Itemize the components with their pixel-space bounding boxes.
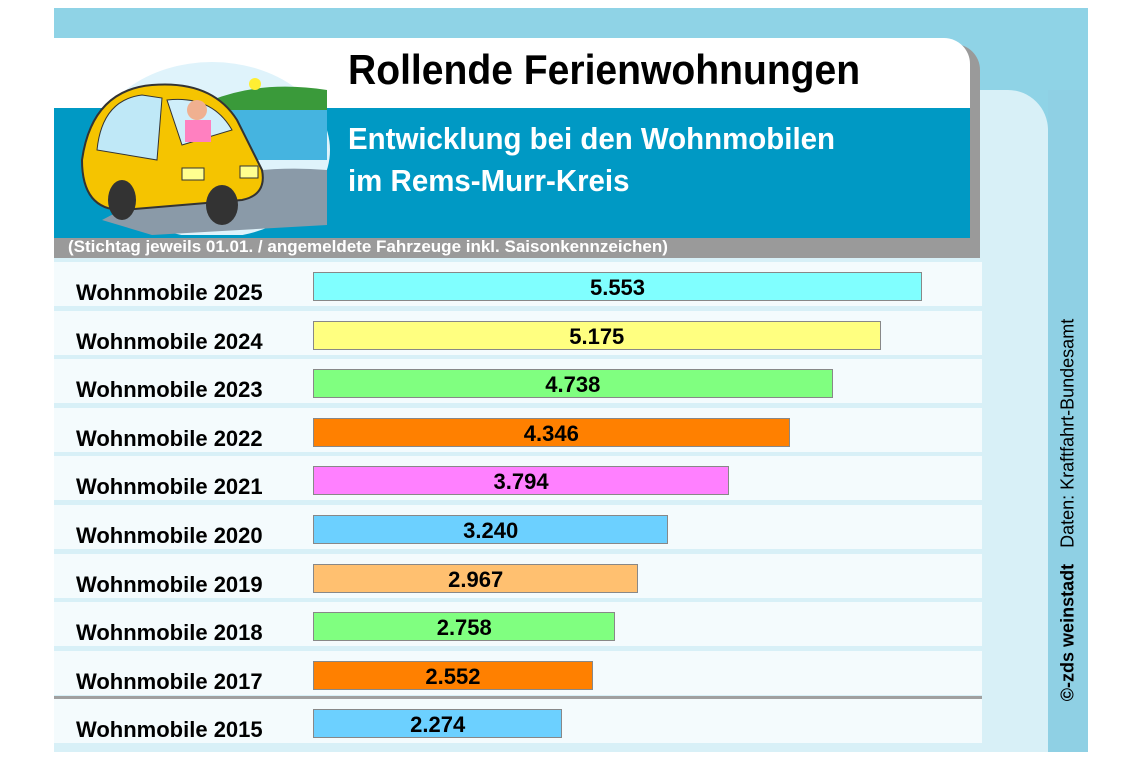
- bar: 5.553: [313, 272, 922, 301]
- subtitle-line-2: im Rems-Murr-Kreis: [348, 163, 630, 198]
- subtitle-line-1: Entwicklung bei den Wohnmobilen: [348, 121, 836, 156]
- bar-row: Wohnmobile 2020 3.240: [54, 505, 982, 549]
- category-label: Wohnmobile 2025: [76, 280, 263, 305]
- copyright: ©-zds weinstadt: [1057, 563, 1078, 702]
- bar: 5.175: [313, 320, 881, 350]
- value-label: 2.274: [410, 712, 466, 738]
- camper-van-illustration: [80, 62, 330, 235]
- value-label: 2.967: [448, 566, 504, 592]
- chart-note: (Stichtag jeweils 01.01. / angemeldete F…: [68, 237, 668, 256]
- bar: 2.274: [313, 709, 563, 739]
- bar: 4.738: [313, 369, 833, 399]
- bar-row: Wohnmobile 2025 5.553: [54, 262, 982, 306]
- value-label: 4.738: [545, 372, 601, 398]
- bar-row: Wohnmobile 2017 2.552: [54, 650, 982, 695]
- category-label: Wohnmobile 2020: [76, 523, 263, 548]
- value-label: 3.794: [493, 469, 549, 495]
- bar: 2.758: [313, 612, 616, 642]
- bar-row: Wohnmobile 2022 4.346: [54, 407, 982, 452]
- category-label: Wohnmobile 2018: [76, 620, 263, 646]
- category-label: Wohnmobile 2022: [76, 425, 263, 451]
- category-label: Wohnmobile 2015: [76, 717, 263, 743]
- bar-row: Wohnmobile 2023 4.738: [54, 359, 982, 404]
- category-label: Wohnmobile 2021: [76, 474, 263, 500]
- value-label: 5.175: [569, 323, 625, 349]
- bar: 3.240: [313, 515, 669, 544]
- chart-subtitle: Entwicklung bei den Wohnmobilen im Rems-…: [348, 118, 835, 202]
- bar: 4.346: [313, 417, 790, 447]
- bar-row: Wohnmobile 2024 5.175: [54, 310, 982, 355]
- bar-row: Wohnmobile 2015 2.274: [54, 699, 982, 744]
- category-label: Wohnmobile 2019: [76, 571, 263, 597]
- bar: 2.967: [313, 563, 639, 593]
- category-label: Wohnmobile 2023: [76, 377, 263, 403]
- credit-strip: [1048, 90, 1088, 752]
- value-label: 4.346: [523, 420, 579, 446]
- value-label: 2.552: [425, 663, 481, 689]
- separator-line: [54, 696, 982, 699]
- note-band: [54, 238, 980, 258]
- category-label: Wohnmobile 2024: [76, 328, 263, 354]
- value-label: 3.240: [463, 518, 519, 543]
- value-label: 2.758: [436, 615, 492, 641]
- category-label: Wohnmobile 2017: [76, 668, 263, 694]
- value-label: 5.553: [589, 275, 646, 300]
- bar: 2.552: [313, 660, 593, 690]
- bar-row: Wohnmobile 2019 2.967: [54, 553, 982, 598]
- bar-row: Wohnmobile 2021 3.794: [54, 456, 982, 501]
- credit-text: ©-zds weinstadt Daten: Kraftfahrt-Bundesa…: [1058, 319, 1079, 701]
- bar-row: Wohnmobile 2018 2.758: [54, 602, 982, 647]
- chart-title: Rollende Ferienwohnungen: [348, 46, 861, 93]
- bar: 3.794: [313, 466, 730, 496]
- data-source: Daten: Kraftfahrt-Bundesamt: [1057, 318, 1078, 548]
